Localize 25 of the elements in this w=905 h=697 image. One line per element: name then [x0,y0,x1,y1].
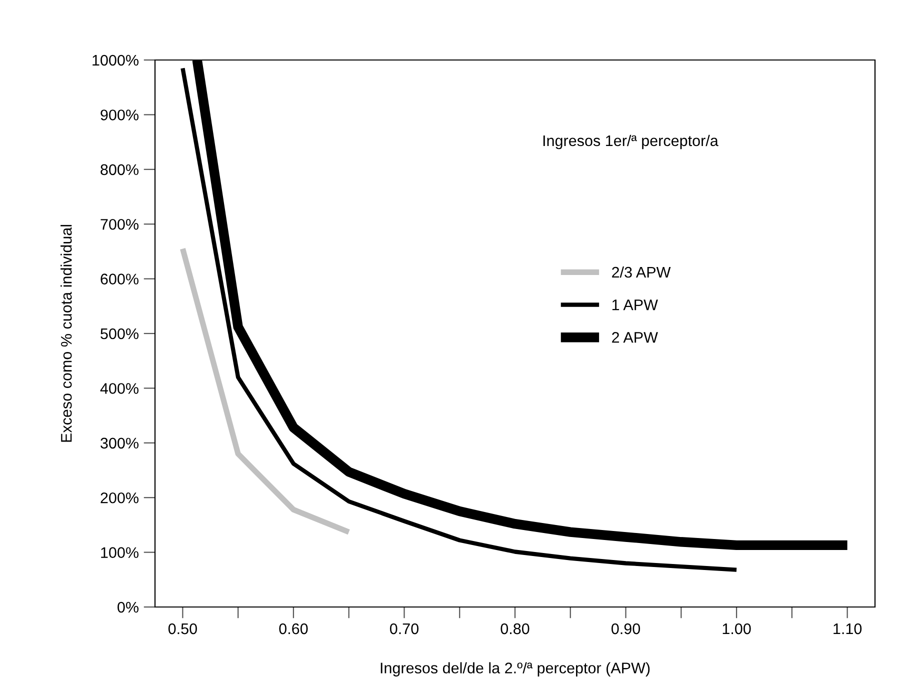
x-tick-label: 0.80 [500,623,530,634]
y-tick-label: 700% [100,218,138,230]
y-tick-label: 600% [100,274,138,284]
x-tick-label: 0.90 [612,623,640,634]
y-tick-label: 900% [100,110,138,120]
annotation: Ingresos 1er/ª perceptor/a [543,134,718,150]
x-tick-label: 0.60 [279,623,308,634]
y-axis-title: Exceso como % cuota individual [60,224,72,442]
y-tick-label: 400% [100,383,138,394]
x-tick-label: 1.00 [722,623,751,634]
legend-label: 1 APW [612,300,658,310]
x-tick-label: 1.10 [834,623,862,634]
x-tick-label: 0.50 [168,623,197,634]
y-tick-label: 800% [100,164,138,176]
legend-label: 2/3 APW [612,266,671,278]
x-tick-label: 0.70 [390,623,418,634]
x-axis-title: Ingresos del/de la 2.º/ª perceptor (APW) [380,662,650,676]
y-tick-label: 1000% [92,54,138,66]
y-tick-label: 200% [100,492,138,504]
y-tick-label: 300% [100,438,138,449]
legend-label: 2 APW [612,332,658,343]
line-series [180,66,739,572]
y-tick-label: 500% [100,328,138,340]
y-tick-label: 0% [118,602,138,613]
y-tick-label: 100% [101,547,138,558]
